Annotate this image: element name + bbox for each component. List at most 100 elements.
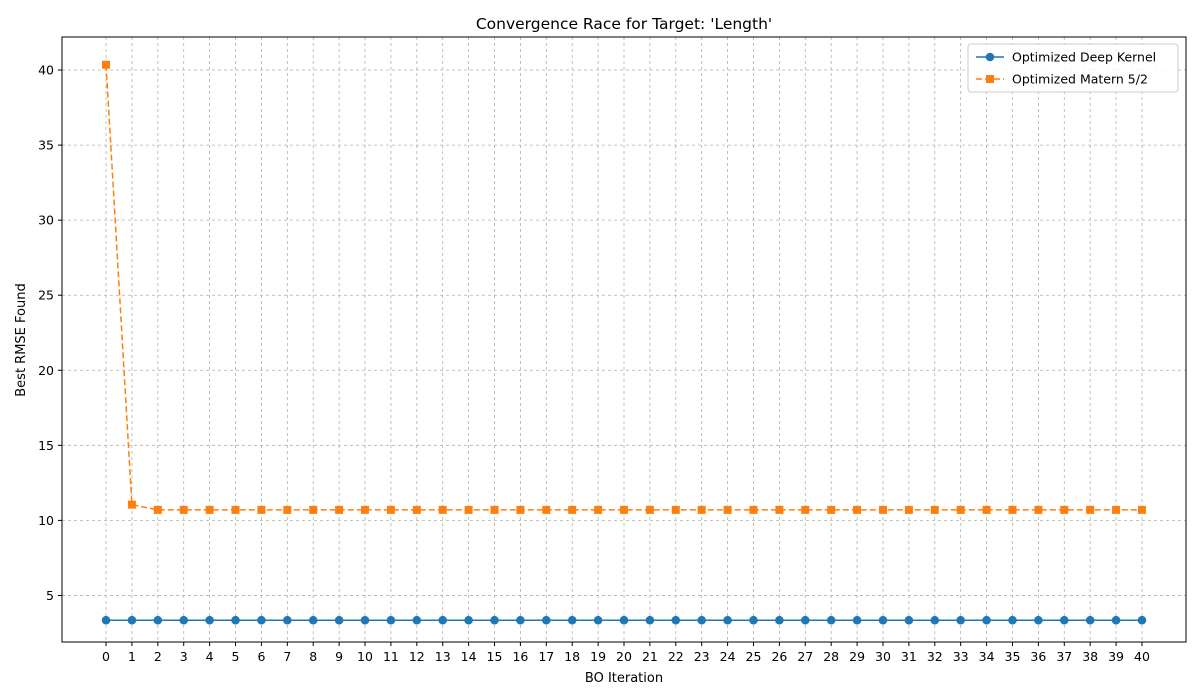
data-point-square — [568, 505, 577, 514]
data-point-circle — [697, 615, 706, 625]
data-point-circle — [438, 615, 448, 625]
data-point-square — [956, 505, 965, 514]
data-point-square — [464, 505, 473, 514]
x-tick-label: 7 — [283, 649, 291, 664]
data-point-circle — [127, 615, 137, 625]
axes: 0 1 2 3 4 5 6 7 8 9 10 11 12 13 14 15 16 17 18 19 20 21 22 23 24… — [38, 63, 1150, 664]
data-point-square — [749, 505, 758, 514]
data-point-square — [1086, 505, 1095, 514]
data-point-square — [102, 60, 111, 69]
x-tick-label: 30 — [875, 649, 891, 664]
data-point-circle — [956, 615, 965, 625]
legend: Optimized Deep Kernel Optimized Matern 5/… — [967, 43, 1179, 93]
x-tick-label: 39 — [1108, 649, 1124, 664]
data-point-square — [205, 505, 214, 514]
data-point-square — [361, 505, 370, 514]
x-tick-label: 12 — [409, 649, 425, 664]
data-point-square — [1008, 505, 1017, 514]
data-point-square — [982, 505, 991, 514]
data-point-circle — [205, 615, 214, 625]
data-point-square — [853, 505, 862, 514]
x-tick-label: 38 — [1082, 649, 1098, 664]
x-tick-label: 19 — [590, 649, 606, 664]
data-point-square — [620, 505, 628, 514]
data-point-square — [723, 505, 732, 514]
y-tick-label: 40 — [38, 63, 54, 78]
data-point-square — [645, 505, 654, 514]
x-axis-label: BO Iteration — [585, 671, 663, 686]
data-point-square — [335, 505, 344, 514]
series-layer — [101, 60, 1147, 625]
data-point-circle — [153, 615, 163, 625]
data-point-circle — [749, 615, 758, 625]
x-tick-label: 17 — [538, 649, 554, 664]
data-point-square — [542, 505, 551, 514]
x-tick-label: 40 — [1134, 649, 1150, 664]
legend-marker-circle — [985, 52, 995, 62]
data-point-circle — [516, 615, 525, 625]
data-point-square — [490, 505, 499, 514]
data-point-square — [283, 505, 292, 514]
legend-label-1: Optimized Deep Kernel — [1012, 50, 1156, 65]
data-point-circle — [1085, 615, 1095, 625]
x-tick-label: 13 — [435, 649, 451, 664]
data-point-circle — [283, 615, 292, 625]
data-point-circle — [231, 615, 240, 625]
x-tick-label: 20 — [616, 649, 632, 664]
x-tick-label: 35 — [1005, 649, 1021, 664]
data-point-circle — [852, 615, 862, 625]
data-point-circle — [593, 615, 603, 625]
data-point-circle — [179, 615, 189, 625]
x-tick-label: 2 — [154, 649, 162, 664]
x-tick-label: 22 — [668, 649, 684, 664]
data-point-square — [801, 505, 810, 514]
x-tick-label: 5 — [232, 649, 240, 664]
data-point-circle — [257, 615, 266, 625]
x-tick-label: 25 — [746, 649, 762, 664]
legend-marker-square — [986, 75, 994, 83]
x-tick-label: 34 — [979, 649, 995, 664]
data-point-circle — [386, 615, 396, 625]
grid-lines — [62, 37, 1186, 642]
data-point-circle — [826, 615, 836, 625]
y-tick-label: 20 — [38, 363, 54, 378]
data-point-square — [671, 505, 680, 514]
x-tick-label: 1 — [128, 649, 136, 664]
data-point-square — [127, 500, 136, 509]
data-point-square — [697, 505, 706, 514]
y-tick-label: 10 — [38, 513, 54, 528]
data-point-square — [1137, 505, 1146, 514]
x-tick-label: 16 — [512, 649, 528, 664]
x-tick-label: 23 — [694, 649, 710, 664]
data-point-square — [231, 505, 240, 514]
y-tick-label: 5 — [46, 588, 54, 603]
data-point-circle — [982, 615, 991, 625]
x-tick-label: 32 — [927, 649, 943, 664]
x-tick-label: 9 — [335, 649, 343, 664]
x-tick-label: 29 — [849, 649, 865, 664]
data-point-circle — [775, 615, 784, 625]
data-point-square — [904, 505, 913, 514]
data-point-square — [153, 505, 162, 514]
data-point-circle — [360, 615, 370, 625]
data-point-square — [1112, 505, 1121, 514]
legend-box — [967, 43, 1179, 93]
data-point-square — [309, 505, 318, 514]
data-point-circle — [542, 615, 551, 625]
x-tick-label: 26 — [771, 649, 787, 664]
x-tick-label: 28 — [823, 649, 839, 664]
chart-title: Convergence Race for Target: 'Length' — [476, 15, 772, 33]
x-tick-label: 27 — [797, 649, 813, 664]
x-tick-label: 11 — [383, 649, 399, 664]
x-tick-label: 0 — [102, 649, 110, 664]
data-point-square — [438, 505, 447, 514]
x-tick-label: 14 — [461, 649, 477, 664]
data-point-circle — [412, 615, 422, 625]
x-tick-label: 10 — [357, 649, 373, 664]
data-point-circle — [1034, 615, 1043, 625]
x-tick-label: 24 — [720, 649, 736, 664]
series-line-2 — [105, 64, 1142, 511]
x-tick-label: 36 — [1030, 649, 1046, 664]
x-tick-label: 6 — [257, 649, 265, 664]
data-point-square — [878, 505, 887, 514]
